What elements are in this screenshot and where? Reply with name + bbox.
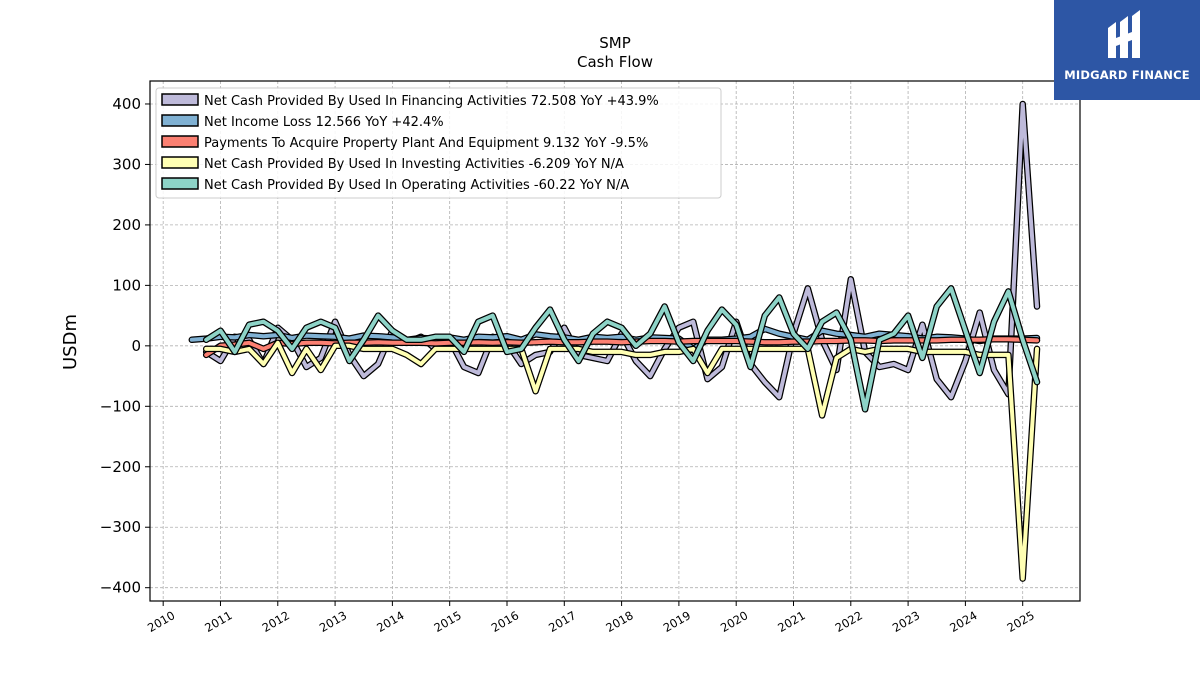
y-tick-label: −400 — [100, 579, 141, 597]
y-tick-label: 0 — [131, 337, 141, 355]
x-tick-label: 2021 — [775, 608, 807, 635]
y-axis: −400 −300 −200 −100 0 100 200 300 400 — [100, 95, 150, 597]
brand-logo: MIDGARD FINANCE — [1054, 0, 1200, 100]
x-tick-label: 2014 — [374, 608, 406, 635]
legend-swatch — [161, 156, 199, 169]
x-tick-label: 2019 — [661, 608, 693, 635]
legend-box — [155, 87, 722, 199]
x-tick-label: 2012 — [260, 608, 292, 635]
y-tick-label: −300 — [100, 518, 141, 536]
y-tick-label: 400 — [112, 95, 141, 113]
x-tick-label: 2017 — [546, 608, 578, 635]
series-line — [204, 286, 1039, 412]
x-tick-label: 2013 — [317, 608, 349, 635]
series-lines — [188, 100, 1041, 582]
x-axis: 2010 2011 2012 2013 2014 2015 2016 2017 2018 2019… — [145, 601, 1037, 635]
legend-swatch — [161, 135, 199, 148]
y-tick-label: 300 — [112, 155, 141, 173]
legend-swatch — [161, 114, 199, 127]
x-tick-label: 2024 — [947, 608, 979, 635]
y-tick-label: 200 — [112, 216, 141, 234]
chart-subtitle: Cash Flow — [577, 53, 653, 71]
x-tick-label: 2025 — [1005, 608, 1037, 635]
legend-entry: Net Cash Provided By Used In Financing A… — [204, 94, 659, 109]
x-tick-label: 2018 — [603, 608, 635, 635]
legend-entry: Payments To Acquire Property Plant And E… — [204, 136, 648, 151]
x-tick-label: 2011 — [202, 608, 234, 635]
y-tick-label: 100 — [112, 276, 141, 294]
brand-name: MIDGARD FINANCE — [1064, 68, 1190, 82]
x-tick-label: 2010 — [145, 608, 177, 635]
midgard-logo-icon — [1108, 10, 1140, 58]
x-tick-label: 2015 — [432, 608, 464, 635]
x-tick-label: 2020 — [718, 608, 750, 635]
legend-swatch — [161, 177, 199, 190]
x-tick-label: 2022 — [833, 608, 865, 635]
legend-swatch — [161, 93, 199, 106]
x-tick-label: 2016 — [489, 608, 521, 635]
legend: Net Cash Provided By Used In Financing A… — [155, 87, 722, 199]
y-tick-label: −200 — [100, 458, 141, 476]
legend-entry: Net Cash Provided By Used In Operating A… — [204, 178, 629, 193]
legend-entry: Net Income Loss 12.566 YoY +42.4% — [204, 115, 444, 130]
legend-entry: Net Cash Provided By Used In Investing A… — [204, 157, 624, 172]
y-axis-label: USDm — [60, 314, 81, 370]
y-tick-label: −100 — [100, 397, 141, 415]
plot-frame — [149, 80, 1081, 602]
chart-title: SMP — [599, 34, 631, 52]
x-tick-label: 2023 — [890, 608, 922, 635]
